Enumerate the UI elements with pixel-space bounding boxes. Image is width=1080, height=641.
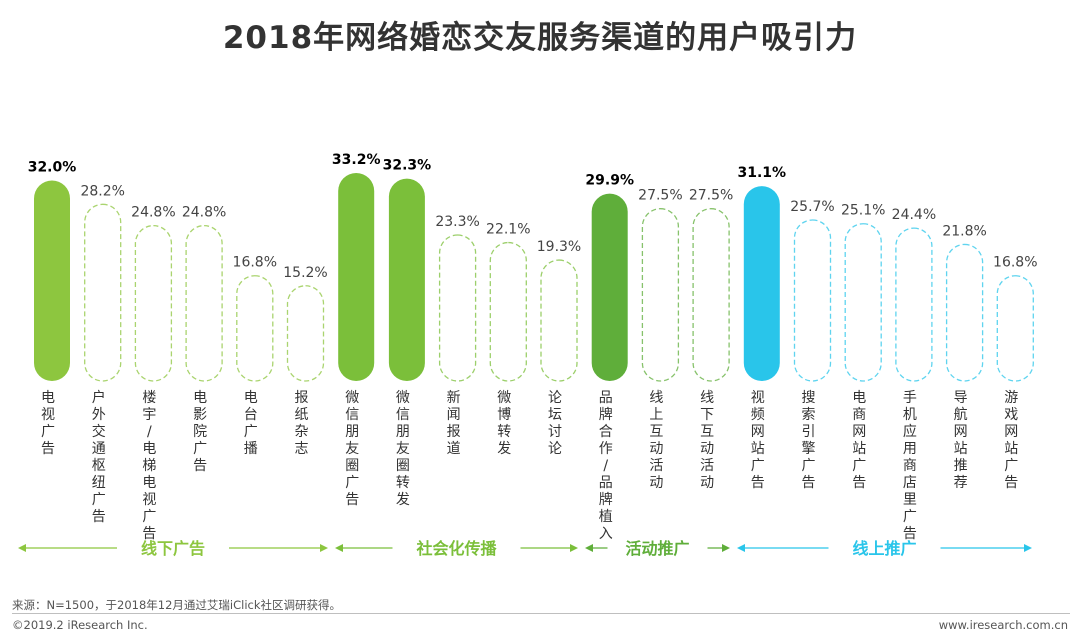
- value-label-17: 25.1%: [841, 203, 885, 219]
- value-label-13: 27.5%: [638, 188, 682, 204]
- value-label-18: 24.4%: [892, 207, 936, 223]
- category-label-1: 电视广告: [41, 390, 55, 457]
- group-arrowhead-right-3: [722, 544, 730, 552]
- group-label-1: 线下广告: [141, 539, 205, 558]
- value-label-6: 15.2%: [283, 265, 327, 281]
- bar-16: [793, 219, 832, 382]
- value-label-12: 29.9%: [585, 173, 634, 189]
- category-label-3: 楼宇/电梯电视广告: [142, 390, 156, 542]
- group-label-2: 社会化传播: [415, 539, 497, 558]
- category-label-4: 电影院广告: [193, 390, 207, 474]
- group-label-4: 线上推广: [852, 539, 916, 558]
- category-label-13: 线上互动活动: [649, 390, 663, 491]
- group-arrowhead-right-4: [1024, 544, 1032, 552]
- category-label-15: 视频网站广告: [751, 390, 765, 491]
- value-label-20: 16.8%: [993, 255, 1037, 271]
- bar-18: [895, 227, 933, 382]
- value-label-19: 21.8%: [942, 223, 986, 239]
- bar-8: [388, 178, 425, 381]
- source-note: 来源：N=1500，于2018年12月通过艾瑞iClick社区调研获得。: [12, 598, 341, 612]
- footer-divider: [12, 613, 1070, 614]
- bar-10: [489, 241, 527, 382]
- bar-3: [134, 224, 173, 382]
- value-label-3: 24.8%: [131, 205, 175, 221]
- category-label-6: 报纸杂志: [295, 390, 309, 457]
- category-label-10: 微博转发: [497, 390, 511, 457]
- bar-7: [338, 173, 375, 381]
- value-label-11: 19.3%: [537, 239, 581, 255]
- category-label-12: 品牌合作/品牌植入: [599, 390, 613, 542]
- group-arrowhead-right-2: [570, 544, 578, 552]
- value-label-16: 25.7%: [790, 199, 834, 215]
- bar-13: [641, 208, 680, 382]
- group-arrowhead-left-1: [18, 544, 26, 552]
- bar-14: [692, 208, 730, 382]
- chart-title: 2018年网络婚恋交友服务渠道的用户吸引力: [222, 20, 858, 56]
- value-label-2: 28.2%: [80, 183, 124, 199]
- category-label-14: 线下互动活动: [700, 390, 714, 491]
- category-label-5: 电台广播: [244, 390, 258, 457]
- group-arrowhead-right-1: [320, 544, 328, 552]
- category-label-20: 游戏网站广告: [1004, 390, 1018, 491]
- bar-6: [286, 285, 325, 382]
- bar-11: [540, 259, 578, 382]
- value-label-9: 23.3%: [435, 214, 479, 230]
- bar-2: [84, 203, 122, 382]
- category-label-16: 搜索引擎广告: [802, 390, 816, 491]
- value-label-7: 33.2%: [332, 152, 381, 168]
- value-label-5: 16.8%: [233, 255, 277, 271]
- value-label-10: 22.1%: [486, 222, 530, 238]
- category-label-9: 新闻报道: [447, 390, 461, 457]
- group-arrowhead-left-3: [585, 544, 593, 552]
- category-label-18: 手机应用商店里广告: [903, 390, 917, 542]
- category-label-7: 微信朋友圈广告: [345, 390, 359, 508]
- group-label-3: 活动推广: [625, 539, 689, 558]
- website-text: www.iresearch.com.cn: [938, 618, 1068, 632]
- copyright-text: ©2019.2 iResearch Inc.: [12, 618, 148, 632]
- bar-15: [743, 186, 780, 381]
- value-label-1: 32.0%: [28, 160, 77, 176]
- category-label-17: 电商网站广告: [852, 390, 866, 491]
- value-label-14: 27.5%: [689, 188, 733, 204]
- category-label-8: 微信朋友圈转发: [396, 390, 410, 508]
- category-label-19: 导航网站推荐: [954, 390, 968, 491]
- bar-1: [34, 180, 70, 381]
- value-label-8: 32.3%: [383, 158, 432, 174]
- bar-9: [438, 234, 477, 382]
- value-label-15: 31.1%: [738, 165, 787, 181]
- bar-20: [996, 275, 1034, 382]
- value-label-4: 24.8%: [182, 205, 226, 221]
- group-arrowhead-left-4: [737, 544, 745, 552]
- bar-4: [185, 224, 223, 382]
- bar-19: [945, 243, 984, 382]
- group-arrowhead-left-2: [335, 544, 343, 552]
- category-label-2: 户外交通枢纽广告: [92, 389, 106, 525]
- bar-17: [844, 223, 882, 382]
- category-label-11: 论坛讨论: [548, 390, 562, 457]
- bar-12: [591, 193, 628, 381]
- bar-5: [236, 275, 274, 382]
